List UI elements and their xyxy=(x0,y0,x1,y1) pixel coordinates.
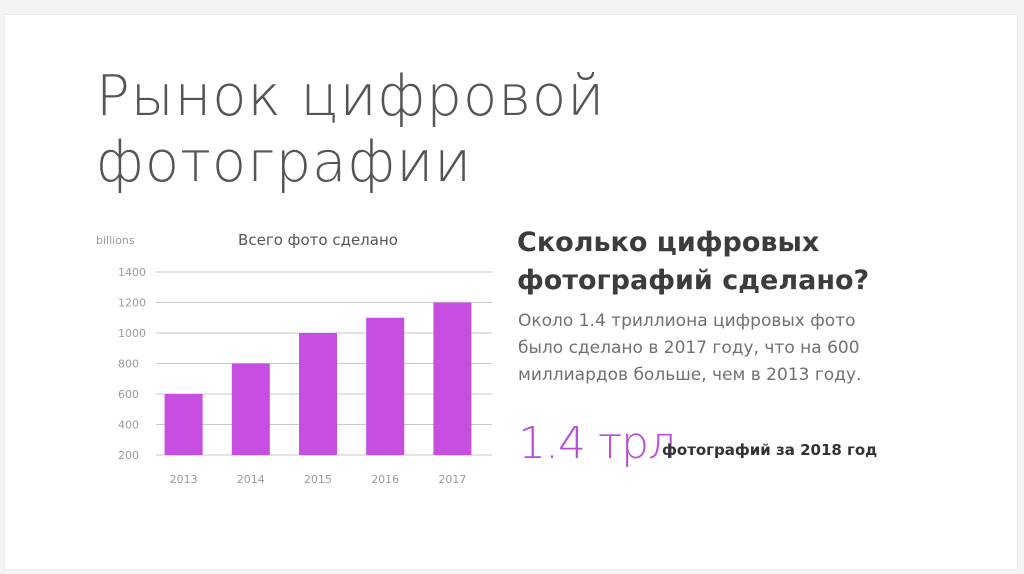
slide-title-line-2: фотографии xyxy=(96,130,473,195)
x-tick-label-2017: 2017 xyxy=(438,473,466,486)
description-text: Около 1.4 триллиона цифровых фото было с… xyxy=(518,308,918,389)
bar-2014 xyxy=(231,363,270,455)
slide xyxy=(4,14,1018,570)
y-tick-label-1200: 1200 xyxy=(118,297,146,310)
bar-chart: billions Всего фото сделано 200 400 600 800 10… xyxy=(96,231,492,486)
y-tick-label-200: 200 xyxy=(118,449,139,462)
bar-2016 xyxy=(366,317,405,455)
chart-title: Всего фото сделано xyxy=(238,231,398,249)
slide-title-line-1: Рынок цифровой xyxy=(96,64,606,129)
bar-2017 xyxy=(433,302,472,455)
bar-2015 xyxy=(299,333,337,455)
y-tick-label-400: 400 xyxy=(118,419,139,432)
x-tick-label-2016: 2016 xyxy=(371,473,399,486)
y-tick-label-1400: 1400 xyxy=(118,266,146,279)
stat-value: 1.4 трл xyxy=(518,418,676,469)
stat-caption: фотографий за 2018 год xyxy=(662,441,878,459)
slide-title: Рынок цифровой фотографии xyxy=(96,64,656,196)
question-heading: Сколько цифровых фотографий сделано? xyxy=(517,224,917,300)
y-axis-label: billions xyxy=(96,234,135,247)
y-tick-label-800: 800 xyxy=(118,358,139,371)
question-heading-line-1: Сколько цифровых xyxy=(517,227,820,258)
y-tick-label-600: 600 xyxy=(118,388,139,401)
x-tick-label-2015: 2015 xyxy=(304,473,332,486)
bar-2013 xyxy=(164,394,203,455)
description-line-3: миллиардов больше, чем в 2013 году. xyxy=(518,365,862,385)
description-line-2: было сделано в 2017 году, что на 600 xyxy=(518,338,860,358)
question-heading-line-2: фотографий сделано? xyxy=(517,265,870,296)
description-line-1: Около 1.4 триллиона цифровых фото xyxy=(518,311,856,331)
x-tick-label-2014: 2014 xyxy=(237,473,265,486)
x-tick-label-2013: 2013 xyxy=(170,473,198,486)
y-tick-label-1000: 1000 xyxy=(118,327,146,340)
